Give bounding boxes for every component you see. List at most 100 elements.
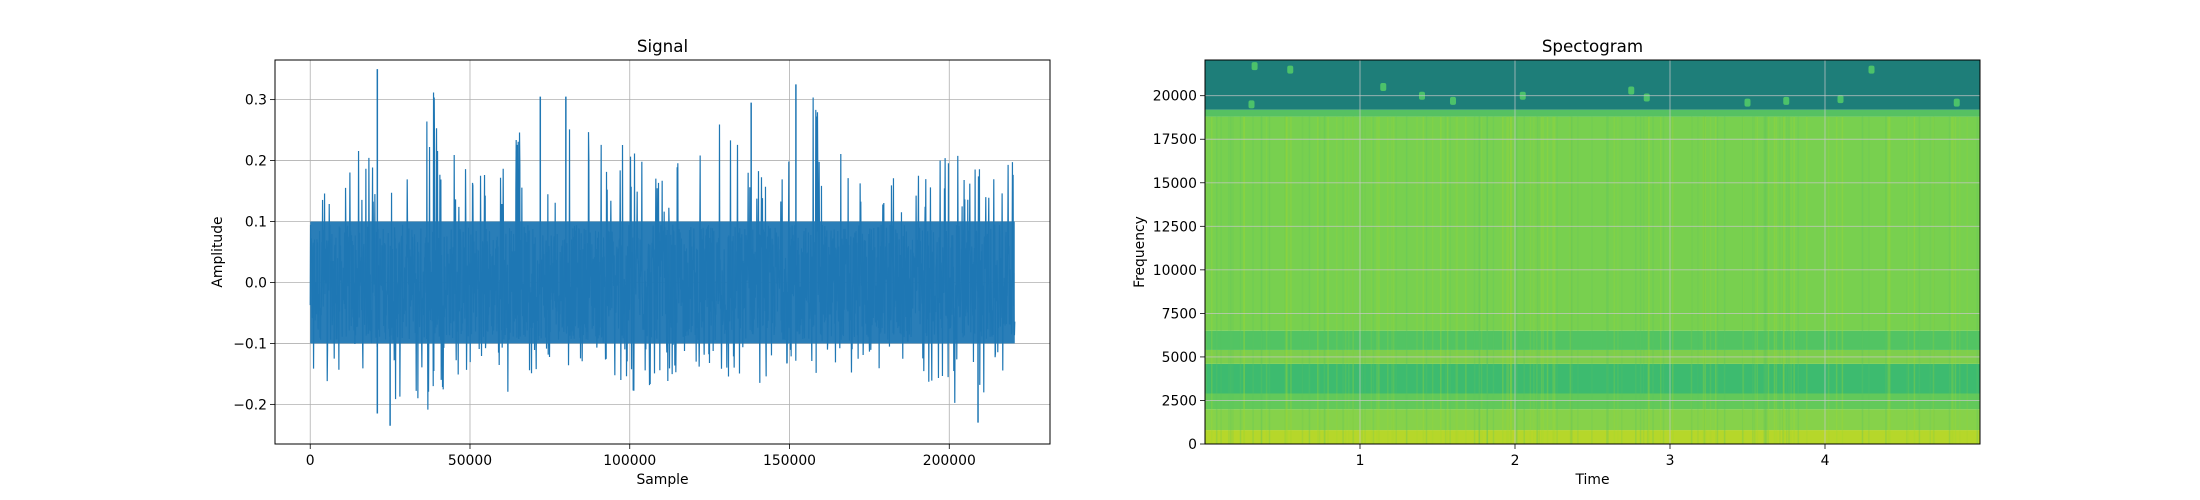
spectrogram-y-tick-label: 12500 <box>1153 219 1197 235</box>
spectrogram-texture <box>1492 116 1495 444</box>
spectrogram-texture <box>1405 116 1408 444</box>
spectrogram-blip <box>1628 86 1635 95</box>
signal-panel: 0 50000 100000 150000 200000 −0.2 −0.1 0.0 0.1 0… <box>210 36 1051 488</box>
spectrogram-band <box>1205 363 1980 394</box>
spectrogram-texture <box>1948 116 1951 444</box>
spectrogram-texture <box>1239 116 1242 444</box>
spectrogram-texture <box>1486 116 1488 444</box>
spectrogram-texture <box>1742 116 1745 444</box>
spectrogram-texture <box>1290 116 1292 444</box>
spectrogram-texture <box>1888 116 1891 444</box>
spectrogram-texture <box>1958 116 1961 444</box>
spectrogram-texture <box>1690 116 1693 444</box>
spectrogram-texture <box>1775 116 1778 444</box>
spectrogram-texture <box>1639 116 1642 444</box>
signal-dense-band <box>310 221 1015 344</box>
spectrogram-band <box>1205 393 1980 410</box>
signal-x-tick-label: 50000 <box>448 453 492 469</box>
spectrogram-texture <box>1552 116 1554 444</box>
spectrogram-texture <box>1352 116 1354 444</box>
spectrogram-texture <box>1868 116 1870 444</box>
spectrogram-texture <box>1569 116 1571 444</box>
spectrogram-texture <box>1885 116 1887 444</box>
spectrogram-texture <box>1285 116 1288 444</box>
signal-y-tick-label: −0.1 <box>233 336 267 352</box>
spectrogram-texture <box>1308 116 1311 444</box>
spectrogram-plot-area <box>1205 60 1980 444</box>
spectrogram-y-tick-label: 15000 <box>1153 176 1197 192</box>
spectrogram-texture <box>1763 116 1765 444</box>
spectrogram-blip <box>1643 93 1650 102</box>
signal-y-tick-label: 0.3 <box>245 93 267 109</box>
spectrogram-texture <box>1647 116 1650 444</box>
spectrogram-texture <box>1376 116 1378 444</box>
spectrogram-texture <box>1478 116 1480 444</box>
spectrogram-texture <box>1783 116 1785 444</box>
spectrogram-texture <box>1889 116 1891 444</box>
spectrogram-band <box>1205 60 1980 110</box>
spectrogram-texture <box>1507 116 1510 444</box>
spectrogram-band <box>1205 109 1980 117</box>
spectrogram-texture <box>1767 116 1769 444</box>
spectrogram-texture <box>1515 116 1517 444</box>
signal-axes-frame <box>274 59 1051 445</box>
spectrogram-texture <box>1652 116 1654 444</box>
spectrogram-texture <box>1220 116 1222 444</box>
spectrogram-texture <box>1621 116 1623 444</box>
spectrogram-texture <box>1918 116 1921 444</box>
spectrogram-band <box>1205 430 1980 444</box>
spectrogram-texture <box>1265 116 1268 444</box>
spectrogram-texture <box>1741 116 1744 444</box>
spectrogram-texture <box>1556 116 1558 444</box>
spectrogram-texture <box>1538 116 1540 444</box>
spectrogram-texture <box>1446 116 1449 444</box>
spectrogram-texture <box>1215 116 1218 444</box>
spectrogram-texture <box>1536 116 1538 444</box>
spectrogram-texture <box>1546 116 1549 444</box>
spectrogram-texture <box>1553 116 1556 444</box>
spectrogram-texture <box>1510 116 1512 444</box>
spectrogram-title: Spectogram <box>1542 36 1643 56</box>
spectrogram-texture <box>1378 116 1380 444</box>
spectrogram-texture <box>1529 116 1532 444</box>
spectrogram-x-ticks: 1 2 3 4 <box>1356 444 1830 469</box>
spectrogram-texture <box>1473 116 1476 444</box>
spectrogram-texture <box>1230 116 1232 444</box>
spectrogram-texture <box>1352 116 1355 444</box>
spectrogram-texture <box>1752 116 1754 444</box>
spectrogram-texture <box>1243 116 1245 444</box>
signal-y-tick-label: 0.0 <box>245 275 267 291</box>
spectrogram-texture <box>1323 116 1326 444</box>
signal-plot-area <box>309 69 1016 426</box>
spectrogram-texture <box>1444 116 1447 444</box>
spectrogram-texture <box>1395 116 1398 444</box>
spectrogram-texture <box>1533 116 1535 444</box>
spectrogram-texture <box>1793 116 1795 444</box>
spectrogram-texture <box>1617 116 1619 444</box>
spectrogram-texture <box>1286 116 1289 444</box>
spectrogram-texture <box>1386 116 1389 444</box>
spectrogram-texture <box>1704 116 1707 444</box>
spectrogram-texture <box>1952 116 1954 444</box>
spectrogram-texture <box>1913 116 1916 444</box>
signal-x-tick-label: 150000 <box>763 453 816 469</box>
spectrogram-texture <box>1827 116 1830 444</box>
spectrogram-blip <box>1251 62 1258 71</box>
signal-x-tick-label: 100000 <box>603 453 656 469</box>
spectrogram-blip <box>1744 98 1751 107</box>
spectrogram-x-tick-label: 4 <box>1821 453 1830 469</box>
spectrogram-texture <box>1933 116 1935 444</box>
spectrogram-texture <box>1260 116 1263 444</box>
signal-x-axis-label: Sample <box>636 472 688 488</box>
spectrogram-texture <box>1779 116 1781 444</box>
spectrogram-texture <box>1697 116 1699 444</box>
signal-title: Signal <box>637 36 688 56</box>
spectrogram-texture <box>1465 116 1467 444</box>
spectrogram-texture <box>1976 116 1978 444</box>
spectrogram-x-tick-label: 1 <box>1356 453 1365 469</box>
spectrogram-texture <box>1327 116 1329 444</box>
spectrogram-y-tick-label: 10000 <box>1153 263 1197 279</box>
spectrogram-texture <box>1425 116 1428 444</box>
spectrogram-texture <box>1260 116 1263 444</box>
